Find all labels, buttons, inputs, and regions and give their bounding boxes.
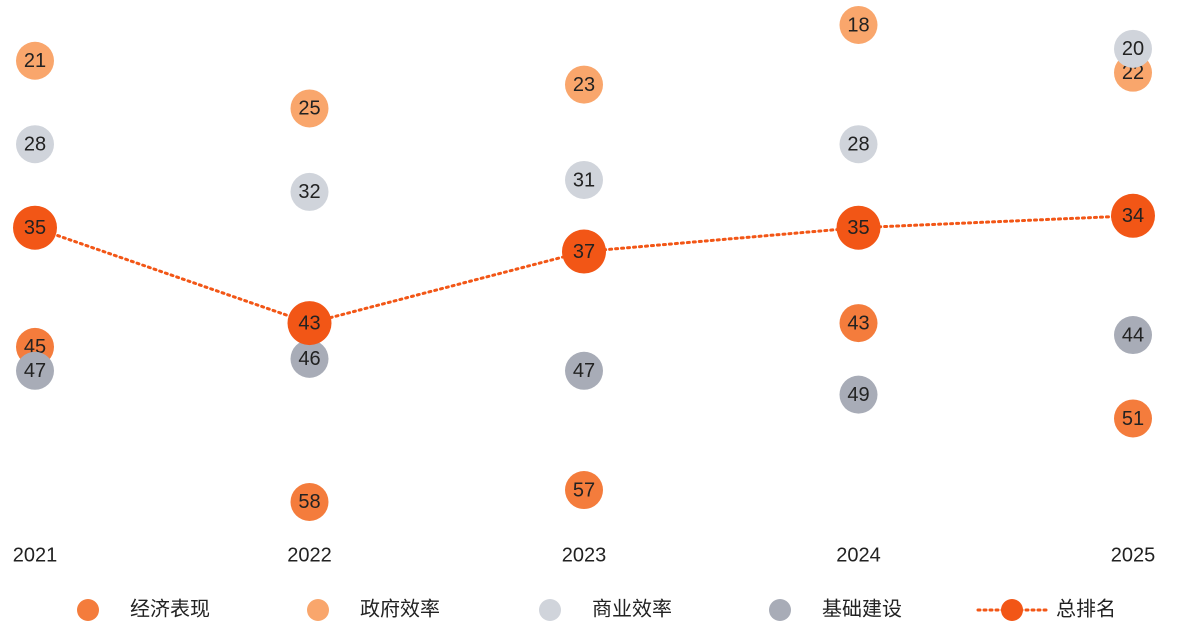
data-label: 51 — [1122, 408, 1144, 430]
dot — [562, 229, 606, 274]
legend-dot — [77, 599, 99, 621]
data-label: 31 — [573, 169, 595, 191]
data-label: 32 — [298, 181, 320, 203]
x-tick-label: 2024 — [836, 544, 881, 566]
legend-label: 总排名 — [1056, 597, 1116, 620]
data-label: 22 — [1122, 62, 1144, 84]
data-label: 21 — [24, 50, 46, 72]
legend-label: 政府效率 — [360, 597, 440, 620]
x-tick-label: 2021 — [13, 544, 58, 566]
x-tick-label: 2025 — [1111, 544, 1156, 566]
dot — [13, 205, 57, 250]
data-label: 34 — [1122, 205, 1144, 227]
data-label: 47 — [24, 360, 46, 382]
rank-line — [33, 214, 1135, 325]
data-label: 58 — [298, 491, 320, 513]
data-label: 28 — [24, 133, 46, 155]
dot — [1114, 29, 1152, 68]
dot — [836, 205, 881, 250]
dot — [839, 5, 878, 44]
data-label: 28 — [847, 133, 869, 155]
dot — [290, 482, 329, 521]
data-label: 44 — [1122, 324, 1144, 346]
dot — [16, 125, 54, 164]
data-label: 35 — [24, 217, 46, 239]
legend-dot — [769, 599, 791, 621]
data-label: 25 — [298, 98, 320, 120]
dot — [16, 41, 54, 80]
dot — [287, 301, 332, 346]
dot — [839, 375, 878, 414]
legend-dot — [307, 599, 329, 621]
data-label: 23 — [573, 74, 595, 96]
legend-label: 商业效率 — [592, 597, 672, 620]
legend-label: 基础建设 — [822, 597, 902, 620]
data-label: 43 — [847, 312, 869, 334]
dot — [1111, 193, 1155, 238]
dot — [16, 351, 54, 390]
dot — [565, 351, 603, 390]
dot — [839, 125, 878, 164]
data-label: 35 — [847, 217, 869, 239]
dot — [290, 89, 329, 128]
dot — [1114, 316, 1152, 355]
dot — [839, 304, 878, 343]
data-label: 49 — [847, 384, 869, 406]
data-label: 43 — [298, 312, 320, 334]
x-tick-label: 2023 — [562, 544, 607, 566]
data-label: 57 — [573, 479, 595, 501]
legend-dot — [539, 599, 561, 621]
data-label: 20 — [1122, 38, 1144, 60]
legend-label: 经济表现 — [130, 597, 210, 620]
x-tick-label: 2022 — [287, 544, 332, 566]
dot — [565, 65, 603, 104]
data-label: 18 — [847, 14, 869, 36]
dot — [565, 471, 603, 510]
data-label: 47 — [573, 360, 595, 382]
legend-dot — [1001, 599, 1023, 621]
data-label: 37 — [573, 241, 595, 263]
dot — [290, 339, 329, 378]
data-label: 46 — [298, 348, 320, 370]
dot — [565, 160, 603, 199]
dot — [290, 172, 329, 211]
dot — [1114, 399, 1152, 438]
